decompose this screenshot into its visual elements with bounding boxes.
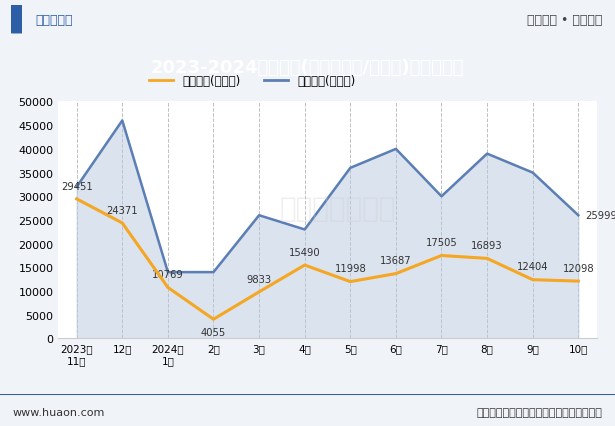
- Polygon shape: [11, 28, 22, 35]
- Text: www.huaon.com: www.huaon.com: [12, 407, 105, 417]
- Text: 2023-2024年红河州(境内目的地/货源地)进、出口额: 2023-2024年红河州(境内目的地/货源地)进、出口额: [151, 59, 464, 77]
- Text: 29451: 29451: [61, 181, 92, 191]
- Text: 数据来源：中国海关，华经产业研究院整理: 数据来源：中国海关，华经产业研究院整理: [477, 407, 603, 417]
- Text: 15490: 15490: [289, 247, 320, 257]
- Text: 专业严谨 • 客观科学: 专业严谨 • 客观科学: [527, 14, 603, 27]
- Text: 华经情报网: 华经情报网: [36, 14, 73, 27]
- Text: 25999: 25999: [585, 211, 615, 221]
- Legend: 出口总额(万美元), 进口总额(万美元): 出口总额(万美元), 进口总额(万美元): [145, 70, 360, 93]
- Text: 13687: 13687: [380, 256, 411, 266]
- Text: 9833: 9833: [247, 274, 272, 284]
- Text: 10769: 10769: [152, 270, 184, 279]
- Text: 12098: 12098: [563, 263, 594, 273]
- Text: 11998: 11998: [335, 264, 366, 273]
- Text: 17505: 17505: [426, 238, 458, 248]
- Text: 华经产业研究院: 华经产业研究院: [280, 195, 397, 223]
- Text: 16893: 16893: [471, 241, 503, 250]
- Bar: [11, 6, 22, 35]
- Text: 12404: 12404: [517, 262, 549, 272]
- Text: 24371: 24371: [106, 205, 138, 215]
- Text: 4055: 4055: [201, 328, 226, 337]
